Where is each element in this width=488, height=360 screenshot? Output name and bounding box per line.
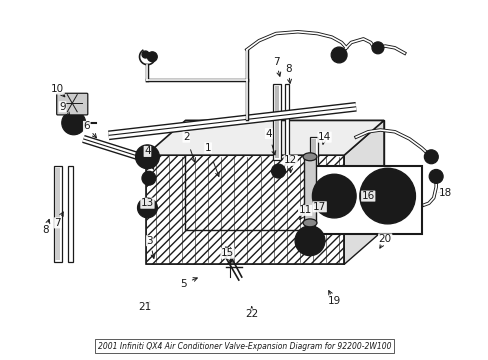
Circle shape xyxy=(432,174,438,179)
Circle shape xyxy=(319,181,348,211)
Text: 10: 10 xyxy=(51,84,64,94)
Circle shape xyxy=(275,168,281,174)
Bar xyxy=(311,139,316,249)
Text: 11: 11 xyxy=(298,205,311,215)
Circle shape xyxy=(325,188,342,204)
Text: 5: 5 xyxy=(180,279,187,289)
Circle shape xyxy=(330,47,346,63)
Text: 15: 15 xyxy=(221,248,234,258)
Circle shape xyxy=(142,171,156,185)
Polygon shape xyxy=(145,121,383,155)
Text: 18: 18 xyxy=(438,188,451,198)
Circle shape xyxy=(329,192,338,200)
Text: 17: 17 xyxy=(312,202,325,212)
Bar xyxy=(285,84,288,160)
Circle shape xyxy=(428,170,442,183)
Circle shape xyxy=(145,175,152,181)
Text: 8: 8 xyxy=(285,64,291,74)
Circle shape xyxy=(302,233,317,249)
Text: 22: 22 xyxy=(244,309,258,319)
Circle shape xyxy=(271,164,285,178)
Polygon shape xyxy=(145,155,344,264)
Circle shape xyxy=(135,145,159,169)
Circle shape xyxy=(424,150,437,164)
Text: 7: 7 xyxy=(54,218,61,228)
Circle shape xyxy=(140,150,154,164)
Text: 20: 20 xyxy=(378,234,391,244)
Text: 16: 16 xyxy=(361,191,374,201)
Circle shape xyxy=(305,237,313,245)
Circle shape xyxy=(68,117,80,129)
Bar xyxy=(309,137,317,251)
Bar xyxy=(272,84,281,160)
Ellipse shape xyxy=(303,153,316,161)
Circle shape xyxy=(359,168,415,224)
Bar xyxy=(314,166,421,234)
Bar xyxy=(54,166,61,262)
Circle shape xyxy=(312,174,355,218)
Bar xyxy=(55,168,60,260)
Bar xyxy=(68,166,73,262)
Ellipse shape xyxy=(303,219,316,227)
Circle shape xyxy=(373,182,401,210)
Circle shape xyxy=(384,193,390,199)
Text: 19: 19 xyxy=(327,296,340,306)
Circle shape xyxy=(295,226,324,256)
Text: 14: 14 xyxy=(317,132,330,142)
FancyBboxPatch shape xyxy=(57,93,88,115)
Text: 6: 6 xyxy=(83,121,90,131)
Circle shape xyxy=(61,111,85,135)
Text: 7: 7 xyxy=(272,57,279,67)
Circle shape xyxy=(365,174,408,218)
Text: 13: 13 xyxy=(141,198,154,208)
Text: 4: 4 xyxy=(265,129,271,139)
Circle shape xyxy=(380,189,394,203)
Circle shape xyxy=(147,52,157,62)
Circle shape xyxy=(371,42,383,54)
Circle shape xyxy=(144,154,150,160)
Circle shape xyxy=(334,51,343,59)
Bar xyxy=(274,86,279,158)
Text: 1: 1 xyxy=(204,143,211,153)
Bar xyxy=(304,157,315,223)
Text: 3: 3 xyxy=(146,236,153,246)
Text: 9: 9 xyxy=(59,102,66,112)
Text: 8: 8 xyxy=(42,225,49,235)
Text: 4: 4 xyxy=(144,147,150,157)
Circle shape xyxy=(137,198,157,218)
Text: 12: 12 xyxy=(284,156,297,165)
Text: 21: 21 xyxy=(138,302,151,312)
Text: 2001 Infiniti QX4 Air Conditioner Valve-Expansion Diagram for 92200-2W100: 2001 Infiniti QX4 Air Conditioner Valve-… xyxy=(98,342,390,351)
Text: 2: 2 xyxy=(183,132,189,142)
Circle shape xyxy=(142,203,152,213)
Circle shape xyxy=(427,154,433,160)
Polygon shape xyxy=(344,121,383,264)
